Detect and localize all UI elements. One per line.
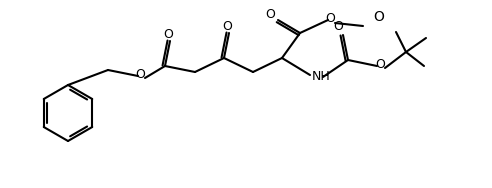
Text: O: O <box>222 20 232 33</box>
Text: O: O <box>333 20 343 33</box>
Text: NH: NH <box>312 70 331 83</box>
Text: O: O <box>265 8 275 20</box>
Text: O: O <box>375 58 385 70</box>
Text: O: O <box>135 67 145 80</box>
Text: O: O <box>325 11 335 24</box>
Text: O: O <box>163 27 173 40</box>
Text: O: O <box>373 10 384 24</box>
